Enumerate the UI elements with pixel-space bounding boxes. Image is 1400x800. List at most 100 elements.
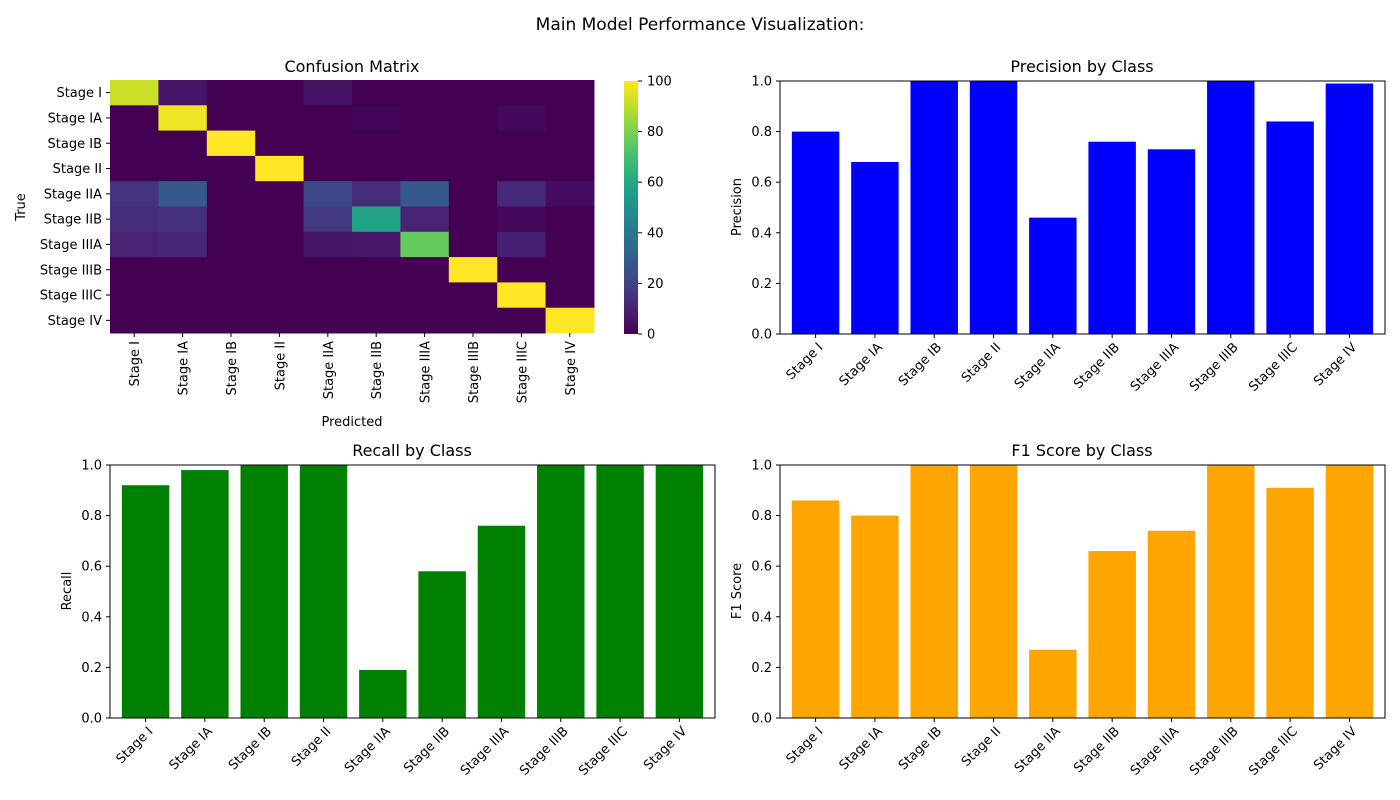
- f1-bars: [791, 465, 1374, 718]
- heatmap-cell: [400, 181, 450, 207]
- heatmap-y-tick-stage-iib: Stage IIB: [44, 213, 102, 228]
- heatmap-cell: [303, 282, 353, 309]
- f1-y-tick-label: 1.0: [751, 459, 772, 474]
- confusion-matrix-title: Confusion Matrix: [284, 57, 419, 76]
- heatmap-x-tick-stage-iv: Stage IV: [564, 341, 579, 396]
- heatmap-cell: [206, 130, 256, 157]
- heatmap-cell: [545, 130, 595, 157]
- f1-plot-frame: [779, 464, 1386, 719]
- heatmap-cell: [400, 130, 450, 157]
- precision-y-tick-label: 0.0: [751, 328, 772, 343]
- heatmap-cell: [545, 257, 595, 283]
- f1-bar-stage-iiib: [1207, 465, 1255, 718]
- heatmap-cell: [400, 206, 450, 233]
- heatmap-cell: [255, 181, 305, 207]
- precision-y-tick-label: 0.6: [751, 176, 772, 191]
- heatmap-cell: [497, 80, 547, 106]
- heatmap-cell: [448, 206, 498, 233]
- precision-bar-stage-iiic: [1266, 121, 1314, 334]
- precision-y-tick-label: 0.8: [751, 125, 772, 140]
- colorbar-tick-80: 80: [647, 125, 664, 140]
- heatmap-cell: [448, 231, 498, 258]
- heatmap-cell: [255, 105, 305, 132]
- f1-bar-stage-iib: [1088, 551, 1136, 718]
- heatmap-cell: [448, 181, 498, 207]
- heatmap-cell: [545, 155, 595, 182]
- heatmap-cell: [352, 282, 401, 309]
- recall-y-ticks: 0.0 0.2 0.4 0.6 0.8 1.0: [81, 459, 110, 727]
- heatmap-cell: [206, 80, 256, 106]
- heatmap-cell: [303, 257, 353, 283]
- heatmap-cell: [255, 80, 305, 106]
- heatmap-cell: [303, 307, 353, 334]
- heatmap-cell: [545, 80, 595, 106]
- heatmap-cell: [352, 80, 401, 106]
- heatmap-cell: [206, 206, 256, 233]
- precision-bar-stage-i: [791, 131, 840, 334]
- heatmap-x-tick-stage-ia: Stage IA: [177, 341, 192, 396]
- heatmap-cell: [158, 282, 208, 309]
- recall-bar-stage-iia: [359, 669, 407, 718]
- f1-bar-stage-iia: [1029, 649, 1077, 718]
- heatmap-cell: [448, 307, 498, 334]
- heatmap-cell: [545, 206, 595, 233]
- heatmap-cell: [400, 307, 450, 334]
- f1-y-tick-label: 0.6: [751, 560, 772, 575]
- precision-y-axis-label: Precision: [730, 178, 745, 236]
- confusion-matrix-panel: Confusion Matrix Stage I Stage IA Stage IB…: [14, 57, 672, 430]
- heatmap-y-tick-labels: Stage I Stage IA Stage IB Stage II Stage IIA…: [40, 86, 110, 329]
- recall-bar-stage-iv: [655, 465, 704, 718]
- heatmap-cell: [110, 257, 159, 283]
- heatmap-cell: [303, 105, 353, 132]
- precision-bars: [791, 81, 1374, 334]
- recall-y-tick-label: 0.2: [81, 661, 102, 676]
- heatmap-x-tick-stage-iia: Stage IIA: [322, 341, 337, 399]
- heatmap-cell: [158, 181, 208, 207]
- f1-bar-stage-iv: [1325, 465, 1374, 718]
- f1-bar-stage-iiia: [1147, 530, 1196, 718]
- heatmap-cell: [400, 80, 450, 106]
- recall-bar-stage-ia: [181, 470, 229, 718]
- heatmap-cell: [303, 80, 353, 106]
- heatmap-cell: [400, 155, 450, 182]
- heatmap-cell: [110, 105, 159, 132]
- heatmap-cell: [110, 307, 159, 334]
- heatmap-x-tick-labels: Stage I Stage IA Stage IB Stage II Stage IIA…: [128, 333, 579, 403]
- heatmap-cell: [352, 206, 401, 233]
- heatmap-x-tick-stage-i: Stage I: [128, 341, 143, 387]
- heatmap-cell: [497, 231, 547, 258]
- heatmap-cell: [110, 282, 159, 309]
- heatmap-x-tick-stage-iiib: Stage IIIB: [467, 341, 482, 403]
- heatmap-cell: [255, 155, 305, 182]
- heatmap-cell: [158, 130, 208, 157]
- heatmap-cell: [206, 105, 256, 132]
- heatmap-cell: [158, 105, 208, 132]
- heatmap-cell: [352, 231, 401, 258]
- heatmap-cell: [110, 231, 159, 258]
- f1-bar-stage-ia: [851, 515, 899, 718]
- heatmap-cell: [545, 307, 595, 334]
- recall-y-tick-label: 0.0: [81, 712, 102, 727]
- recall-bar-stage-i: [121, 485, 170, 718]
- precision-plot-frame: [779, 80, 1386, 335]
- heatmap-y-tick-stage-i: Stage I: [56, 86, 102, 101]
- colorbar-ticks: 0 20 40 60 80 100: [638, 75, 672, 343]
- heatmap-cell: [448, 257, 498, 283]
- heatmap-cell: [303, 206, 353, 233]
- heatmap-y-tick-stage-iiia: Stage IIIA: [40, 238, 102, 253]
- precision-y-ticks: 0.0 0.2 0.4 0.6 0.8 1.0: [751, 75, 780, 343]
- recall-bar-stage-ii: [299, 465, 348, 718]
- f1-y-axis-label: F1 Score: [730, 563, 745, 619]
- heatmap-cell: [206, 282, 256, 309]
- heatmap-cell: [110, 80, 159, 106]
- f1-bar-stage-iiic: [1266, 487, 1314, 718]
- heatmap-cell: [158, 155, 208, 182]
- f1-y-tick-label: 0.8: [751, 509, 772, 524]
- heatmap-y-axis-label: True: [14, 193, 29, 222]
- heatmap-y-tick-stage-iia: Stage IIA: [44, 187, 102, 202]
- heatmap-cell: [400, 282, 450, 309]
- recall-panel: Recall by Class Recall 0.0 0.2 0.4 0.6 0.8 1.…: [60, 441, 716, 779]
- heatmap-cell: [497, 155, 547, 182]
- heatmap-cell: [497, 181, 547, 207]
